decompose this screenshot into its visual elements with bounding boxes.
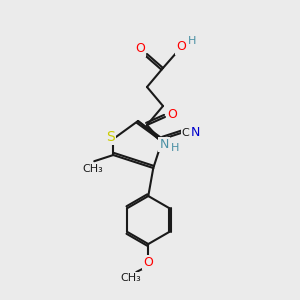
Text: N: N [159, 137, 169, 151]
Text: O: O [143, 256, 153, 268]
Text: CH₃: CH₃ [82, 164, 103, 174]
Text: S: S [106, 130, 115, 144]
Text: N: N [191, 126, 200, 139]
Text: H: H [171, 143, 179, 153]
Text: H: H [188, 36, 196, 46]
Text: O: O [135, 43, 145, 56]
Text: O: O [167, 107, 177, 121]
Text: CH₃: CH₃ [120, 273, 141, 283]
Text: C: C [182, 128, 190, 138]
Text: O: O [176, 40, 186, 53]
